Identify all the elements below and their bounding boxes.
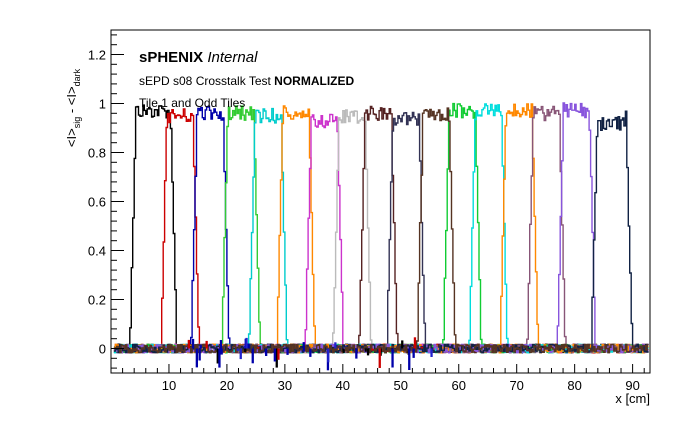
noise-bin	[187, 339, 190, 349]
series-line	[113, 107, 649, 354]
y-tick-label: 1	[99, 97, 106, 112]
series-line	[113, 102, 649, 354]
y-tick-label: 1.2	[88, 48, 106, 63]
noise-bin	[413, 337, 417, 349]
noise-bin	[220, 348, 223, 355]
noise-bin	[364, 348, 367, 352]
x-tick-label: 10	[162, 378, 176, 393]
noise-bin	[355, 348, 358, 359]
y-axis-title-part: <I>	[64, 128, 79, 147]
noise-bin	[257, 346, 260, 349]
test-annotation-normal: sEPD s08 Crosstalk Test	[139, 74, 271, 88]
noise-bin	[265, 348, 268, 356]
test-annotation-bold: NORMALIZED	[274, 74, 354, 88]
noise-bin	[342, 348, 345, 354]
noise-bin	[327, 348, 330, 363]
noise-bin	[408, 348, 411, 370]
y-axis-title-sub: sig	[72, 117, 82, 129]
noise-bin	[378, 348, 381, 368]
svg-text:<I>sig - <I>dark: <I>sig - <I>dark	[64, 68, 82, 147]
noise-bin	[275, 348, 278, 368]
tiles-annotation: Tile 1 and Odd Tiles	[139, 96, 245, 110]
x-axis-ticks: 10 20 30 40 50 60 70 80 90	[122, 364, 645, 393]
noise-bin	[371, 348, 374, 351]
y-axis-title-minus: -	[64, 105, 79, 117]
noise-bin	[236, 348, 239, 351]
noise-bin	[401, 340, 404, 349]
noise-bin	[309, 348, 312, 357]
y-axis-title: <I>sig - <I>dark	[64, 68, 82, 147]
noise-bin	[302, 348, 305, 352]
noise-bin	[216, 348, 219, 364]
noise-layer	[187, 337, 433, 371]
noise-bin	[191, 338, 195, 349]
noise-bin	[420, 346, 424, 349]
y-axis-title-part2: <I>	[64, 86, 79, 105]
y-axis-ticks: 0 0.2 0.4 0.6 0.8 1 1.2	[88, 34, 124, 369]
y-tick-label: 0.6	[88, 195, 106, 210]
y-tick-label: 0.4	[88, 244, 106, 259]
noise-bin	[195, 348, 198, 368]
noise-bin	[430, 348, 433, 357]
noise-bin	[366, 348, 370, 356]
noise-bin	[251, 348, 254, 364]
y-tick-label: 0.8	[88, 146, 106, 161]
test-annotation: sEPD s08 Crosstalk Test NORMALIZED	[139, 74, 354, 88]
noise-bin	[277, 348, 280, 360]
brand-annotation: sPHENIX Internal	[139, 49, 258, 66]
noise-bin	[219, 340, 223, 349]
x-tick-label: 30	[278, 378, 292, 393]
x-tick-label: 40	[336, 378, 350, 393]
noise-bin	[245, 337, 248, 349]
x-axis-title: x [cm]	[615, 391, 650, 406]
x-tick-label: 50	[394, 378, 408, 393]
y-tick-label: 0	[99, 342, 106, 357]
noise-bin	[218, 348, 221, 368]
y-tick-label: 0.2	[88, 293, 106, 308]
noise-bin	[205, 340, 208, 349]
noise-bin	[286, 348, 289, 355]
noise-bin	[247, 343, 250, 349]
noise-bin	[244, 348, 247, 353]
x-tick-label: 70	[509, 378, 523, 393]
x-tick-label: 80	[567, 378, 581, 393]
noise-bin	[302, 342, 305, 349]
brand-italic: Internal	[207, 49, 258, 66]
noise-bin	[412, 348, 415, 358]
noise-bin	[239, 348, 242, 360]
noise-bin	[273, 348, 276, 362]
x-tick-label: 90	[625, 378, 639, 393]
y-axis-title-sub2: dark	[72, 68, 82, 86]
noise-bin	[199, 345, 202, 349]
brand-bold: sPHENIX	[139, 49, 203, 66]
x-tick-label: 20	[220, 378, 234, 393]
noise-bin	[198, 348, 201, 361]
noise-bin	[334, 342, 337, 349]
noise-bin	[391, 348, 394, 368]
x-tick-label: 60	[452, 378, 466, 393]
